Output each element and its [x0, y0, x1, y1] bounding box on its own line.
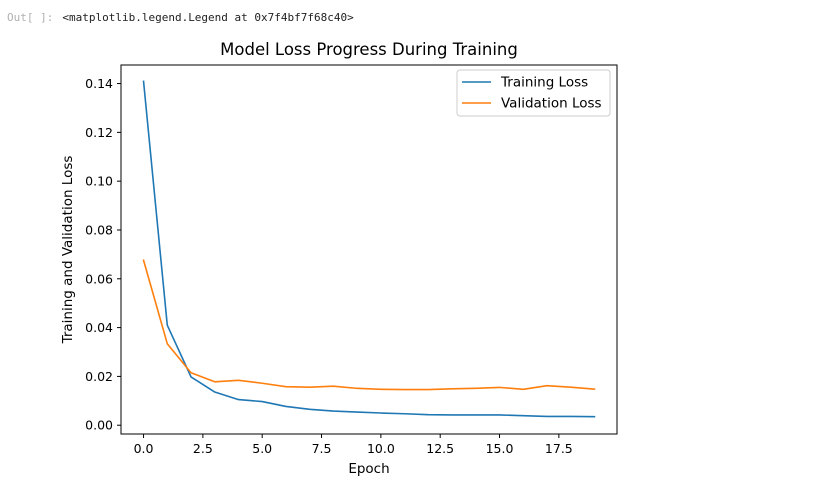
legend-box [456, 69, 611, 117]
chart-title: Model Loss Progress During Training [220, 40, 518, 59]
series-line-validation-loss [142, 259, 596, 391]
x-tick-label: 7.5 [312, 441, 332, 456]
plot-lines [142, 80, 596, 418]
x-tick-label: 0.0 [134, 441, 154, 456]
x-tick-label: 17.5 [545, 441, 573, 456]
x-tick-label: 10.0 [367, 441, 395, 456]
y-tick-label: 0.00 [85, 418, 113, 433]
x-tick-label: 12.5 [426, 441, 454, 456]
y-tick-label: 0.10 [85, 174, 113, 189]
output-row: Out[ ]: <matplotlib.legend.Legend at 0x7… [7, 9, 354, 25]
legend-label: Validation Loss [501, 96, 602, 112]
x-axis: 0.0 2.5 5.0 7.5 10.0 12.5 15.0 17.5 [134, 434, 573, 456]
output-text: <matplotlib.legend.Legend at 0x7f4bf7f68… [62, 10, 354, 24]
axes-frame [120, 64, 618, 435]
output-prompt: Out[ ]: [7, 10, 54, 24]
x-tick-label: 5.0 [252, 441, 272, 456]
x-axis-label: Epoch [348, 461, 389, 477]
x-tick-label: 15.0 [486, 441, 514, 456]
y-axis-label: Training and Validation Loss [60, 156, 76, 345]
y-tick-label: 0.02 [85, 369, 113, 384]
legend: Training Loss Validation Loss [456, 69, 611, 117]
x-tick-label: 2.5 [193, 441, 213, 456]
y-tick-label: 0.04 [85, 320, 113, 335]
y-axis: 0.00 0.02 0.04 0.06 0.08 0.10 0.12 0.14 [85, 76, 121, 433]
y-tick-label: 0.12 [85, 125, 113, 140]
y-tick-label: 0.06 [85, 271, 113, 286]
series-line-training-loss [142, 80, 596, 418]
y-tick-label: 0.08 [85, 222, 113, 237]
y-tick-label: 0.14 [85, 76, 113, 91]
legend-label: Training Loss [500, 75, 588, 91]
